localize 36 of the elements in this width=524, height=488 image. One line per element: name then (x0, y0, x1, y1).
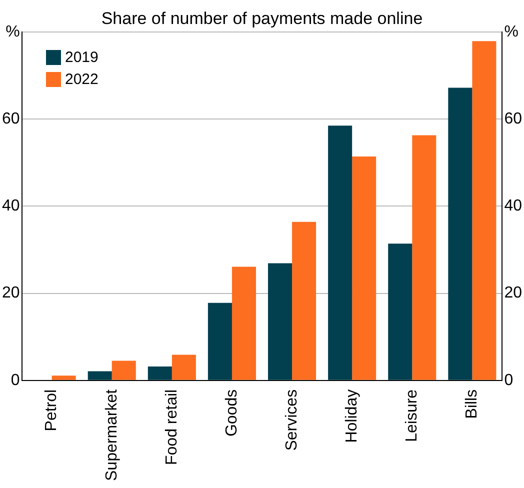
bar (52, 376, 76, 380)
bar (448, 88, 472, 380)
legend-label: 2022 (65, 70, 98, 88)
bar (412, 135, 436, 380)
x-tick-label: Food retail (163, 389, 180, 465)
bar (172, 354, 196, 380)
x-tick-label: Services (283, 389, 300, 451)
y-tick-label: 60 (2, 110, 20, 128)
x-tick-label: Goods (223, 389, 240, 437)
bar (328, 126, 352, 380)
x-tick-label: Bills (464, 389, 481, 419)
legend-label: 2019 (65, 48, 98, 66)
bar (352, 156, 376, 380)
bar (148, 366, 172, 380)
y2-tick-label: 20 (504, 284, 522, 302)
y2-tick-label: 60 (504, 110, 522, 128)
bar (232, 266, 256, 380)
chart-title: Share of number of payments made online (101, 9, 423, 28)
bar (472, 41, 496, 380)
x-tick-label: Leisure (404, 389, 421, 442)
y-tick-label: 0 (10, 372, 20, 389)
x-tick-label: Holiday (343, 389, 360, 443)
bar (292, 222, 316, 380)
y2-tick-label: 40 (504, 198, 522, 215)
bar (388, 244, 412, 380)
bar (88, 371, 112, 380)
bar (268, 263, 292, 380)
y-tick-label: 40 (2, 198, 20, 215)
y2-tick-label: 0 (504, 372, 514, 389)
y2-tick-label: % (504, 23, 518, 40)
x-tick-label: Supermarket (103, 388, 120, 481)
bar (208, 302, 232, 380)
y-tick-label: 20 (2, 284, 20, 302)
bar (112, 360, 136, 380)
x-tick-label: Petrol (43, 389, 60, 432)
y-tick-label: % (6, 23, 20, 40)
